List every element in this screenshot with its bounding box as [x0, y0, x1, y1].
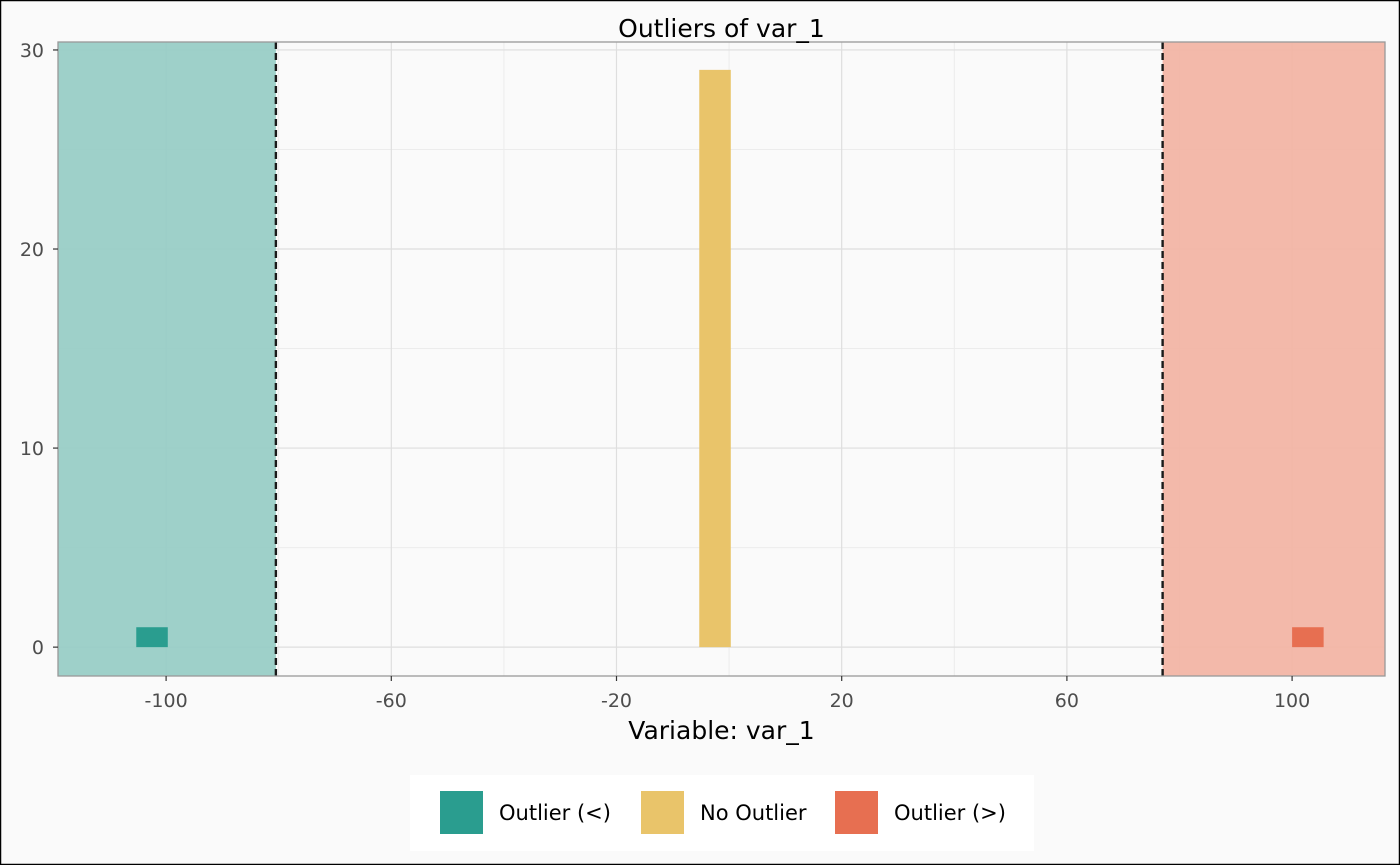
x-axis-title: Variable: var_1	[628, 716, 814, 745]
y-tick-label: 30	[20, 40, 44, 62]
legend-label: No Outlier	[700, 801, 807, 825]
y-tick-label: 10	[20, 438, 44, 460]
upper-outlier-region	[1162, 42, 1385, 676]
x-tick-label: -20	[601, 690, 632, 712]
legend-key	[641, 791, 684, 834]
lower-outlier-region	[58, 42, 276, 676]
x-tick-label: 60	[1055, 690, 1079, 712]
legend-box	[410, 775, 1034, 851]
histogram-bar	[1292, 627, 1324, 648]
y-tick-label: 20	[20, 239, 44, 261]
chart-title: Outliers of var_1	[618, 14, 825, 43]
x-tick-label: -60	[376, 690, 407, 712]
legend-label: Outlier (>)	[894, 801, 1006, 825]
x-tick-label: 100	[1274, 690, 1310, 712]
y-tick-label: 0	[32, 637, 44, 659]
panel-border	[57, 41, 1386, 677]
histogram-bar	[699, 69, 731, 648]
legend-key	[835, 791, 878, 834]
legend-label: Outlier (<)	[499, 801, 611, 825]
x-tick-label: -100	[145, 690, 188, 712]
legend-key	[440, 791, 483, 834]
x-tick-label: 20	[830, 690, 854, 712]
histogram-bar	[136, 627, 168, 648]
